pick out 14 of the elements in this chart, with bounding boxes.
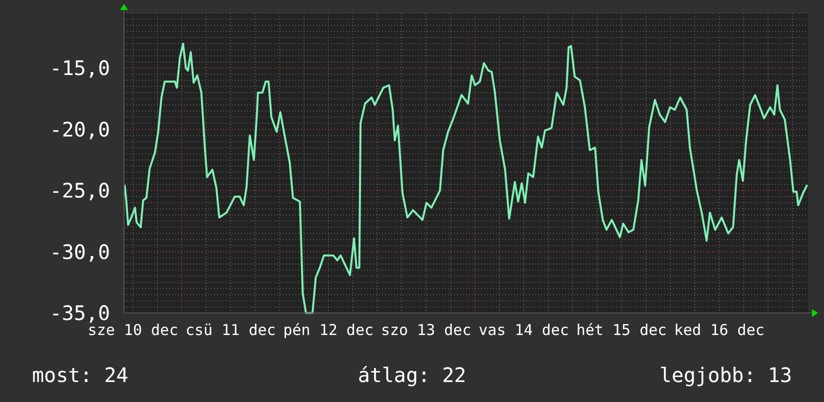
- x-tick-label: vas 14 dec: [478, 321, 569, 339]
- x-tick-label: ked 16 dec: [674, 321, 764, 339]
- text: most: 24: [32, 363, 128, 387]
- y-tick-label: -35,0: [50, 301, 110, 325]
- y-tick-label: -30,0: [50, 240, 110, 264]
- text: legjobb: 13: [660, 363, 792, 387]
- text: átlag: 22: [358, 363, 466, 387]
- y-tick-label: -20,0: [50, 117, 110, 142]
- x-tick-label: szo 13 dec: [380, 321, 472, 339]
- x-tick-label: hét 15 dec: [576, 321, 667, 339]
- y-tick-label: -15,0: [50, 56, 110, 80]
- y-tick-label: -25,0: [50, 178, 110, 203]
- x-tick-label: pén 12 dec: [283, 321, 374, 339]
- x-tick-label: csü 11 dec: [186, 321, 276, 339]
